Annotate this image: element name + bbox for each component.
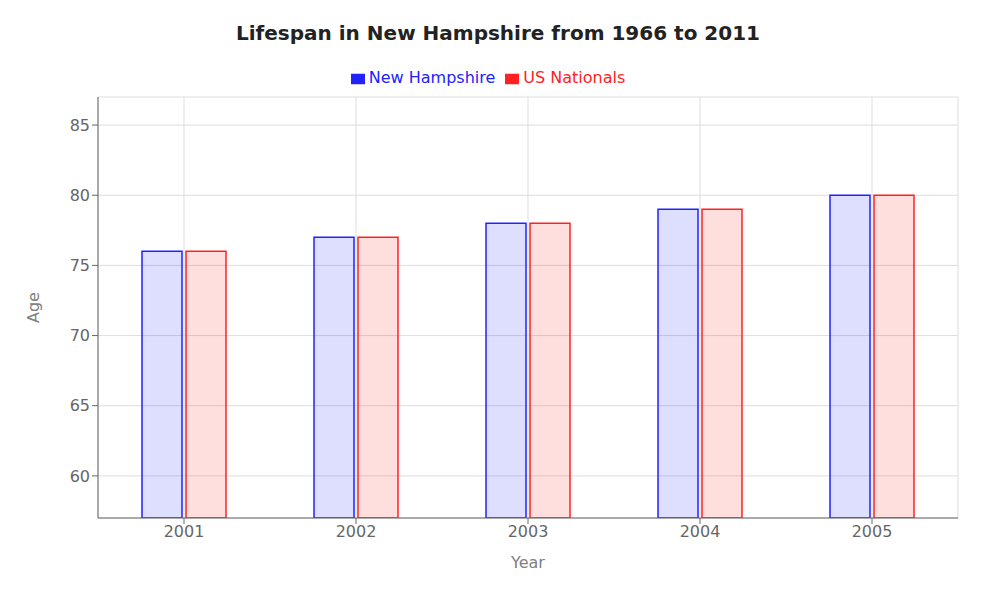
svg-text:85: 85 xyxy=(70,116,90,135)
svg-text:65: 65 xyxy=(70,396,90,415)
html-text:US Nationals: US Nationals xyxy=(523,68,626,87)
svg-text:2001: 2001 xyxy=(164,522,205,541)
svg-text:Age: Age xyxy=(24,292,43,323)
svg-text:70: 70 xyxy=(70,326,90,345)
svg-text:75: 75 xyxy=(70,256,90,275)
svg-text:80: 80 xyxy=(70,186,90,205)
svg-text:2004: 2004 xyxy=(680,522,721,541)
svg-text:Year: Year xyxy=(510,553,545,572)
html-text:New Hampshire: New Hampshire xyxy=(368,68,496,87)
svg-text:60: 60 xyxy=(70,467,90,486)
svg-text:2002: 2002 xyxy=(336,522,377,541)
html-text:Lifespan in New Hampshire from: Lifespan in New Hampshire from 1966 to 2… xyxy=(236,21,760,45)
svg-text:2005: 2005 xyxy=(852,522,893,541)
svg-text:2003: 2003 xyxy=(508,522,549,541)
